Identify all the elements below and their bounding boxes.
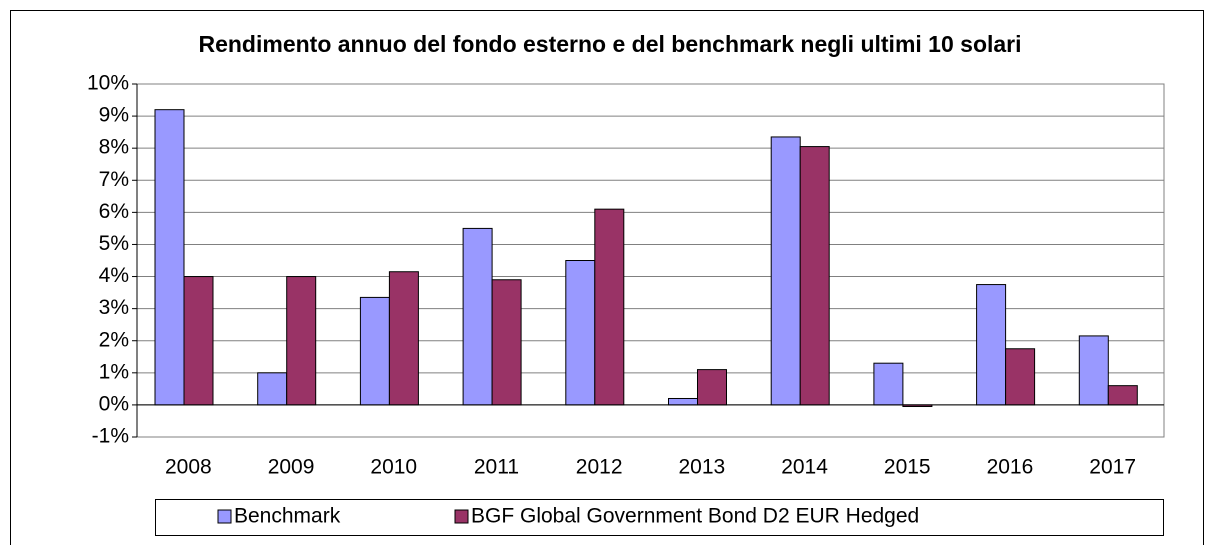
y-tick-label: 1% <box>99 360 129 383</box>
bar <box>1005 348 1036 406</box>
bar <box>594 208 625 406</box>
legend-label: BGF Global Government Bond D2 EUR Hedged <box>471 505 919 528</box>
bar <box>697 369 727 406</box>
bar <box>1078 335 1109 406</box>
x-tick-label: 2009 <box>268 456 315 479</box>
x-tick-label: 2017 <box>1089 456 1136 479</box>
x-tick-label: 2015 <box>884 456 931 479</box>
x-tick-label: 2008 <box>165 456 212 479</box>
bar <box>286 276 317 406</box>
bar <box>257 372 288 406</box>
x-tick-label: 2011 <box>474 456 519 479</box>
chart-title: Rendimento annuo del fondo esterno e del… <box>198 31 1021 57</box>
y-tick-label: 3% <box>99 296 129 319</box>
bar <box>183 276 214 406</box>
x-tick-label: 2016 <box>987 456 1034 479</box>
legend-label: Benchmark <box>234 505 341 528</box>
y-tick-label: 9% <box>99 104 129 127</box>
bar <box>388 271 419 406</box>
bar <box>154 109 185 406</box>
bar <box>668 397 698 406</box>
x-tick-label: 2012 <box>576 456 623 479</box>
bar <box>873 362 904 406</box>
y-tick-label: 6% <box>99 200 129 223</box>
bar <box>565 260 596 406</box>
x-tick-label: 2013 <box>678 456 725 479</box>
bar <box>359 296 390 406</box>
x-tick-label: 2010 <box>370 456 417 479</box>
bar <box>976 284 1007 406</box>
y-tick-label: 10% <box>87 72 129 95</box>
bar <box>1107 385 1138 406</box>
x-tick-label: 2014 <box>781 456 828 479</box>
bar <box>462 227 493 406</box>
y-tick-label: -1% <box>92 425 129 448</box>
y-tick-label: 4% <box>99 264 129 287</box>
legend-swatch <box>454 509 469 524</box>
y-tick-label: 2% <box>99 328 129 351</box>
legend-box <box>155 499 1164 536</box>
y-tick-label: 7% <box>99 168 129 191</box>
legend-swatch <box>217 509 232 524</box>
y-tick-label: 0% <box>99 392 129 415</box>
y-tick-label: 5% <box>99 232 129 255</box>
bar <box>491 279 522 406</box>
y-tick-label: 8% <box>99 136 129 159</box>
bar <box>770 136 801 406</box>
bar <box>799 146 830 406</box>
